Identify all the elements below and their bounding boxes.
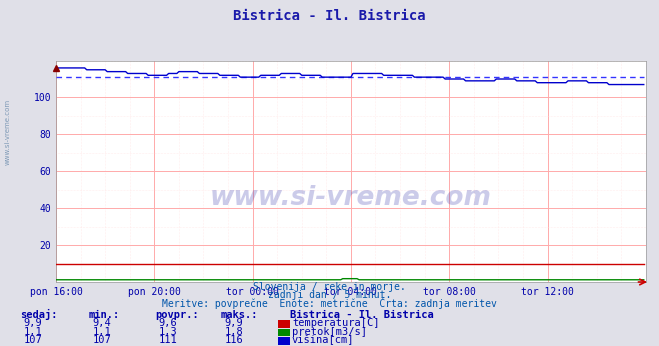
Text: www.si-vreme.com: www.si-vreme.com: [210, 185, 492, 211]
Text: www.si-vreme.com: www.si-vreme.com: [5, 98, 11, 165]
Text: 9,6: 9,6: [159, 318, 177, 328]
Text: Bistrica - Il. Bistrica: Bistrica - Il. Bistrica: [290, 310, 434, 320]
Text: Bistrica - Il. Bistrica: Bistrica - Il. Bistrica: [233, 9, 426, 22]
Text: temperatura[C]: temperatura[C]: [292, 318, 380, 328]
Text: 9,4: 9,4: [93, 318, 111, 328]
Text: min.:: min.:: [89, 310, 120, 320]
Text: 9,9: 9,9: [24, 318, 42, 328]
Text: zadnji dan / 5 minut.: zadnji dan / 5 minut.: [268, 290, 391, 300]
Text: 1,1: 1,1: [93, 327, 111, 337]
Text: sedaj:: sedaj:: [20, 309, 57, 320]
Text: višina[cm]: višina[cm]: [292, 335, 355, 345]
Text: povpr.:: povpr.:: [155, 310, 198, 320]
Text: 1,8: 1,8: [225, 327, 243, 337]
Text: 1,1: 1,1: [24, 327, 42, 337]
Text: 107: 107: [24, 335, 42, 345]
Text: 111: 111: [159, 335, 177, 345]
Text: Meritve: povprečne  Enote: metrične  Črta: zadnja meritev: Meritve: povprečne Enote: metrične Črta:…: [162, 297, 497, 309]
Text: 107: 107: [93, 335, 111, 345]
Text: pretok[m3/s]: pretok[m3/s]: [292, 327, 367, 337]
Text: 1,3: 1,3: [159, 327, 177, 337]
Text: 9,9: 9,9: [225, 318, 243, 328]
Text: Slovenija / reke in morje.: Slovenija / reke in morje.: [253, 282, 406, 292]
Text: 116: 116: [225, 335, 243, 345]
Text: maks.:: maks.:: [221, 310, 258, 320]
